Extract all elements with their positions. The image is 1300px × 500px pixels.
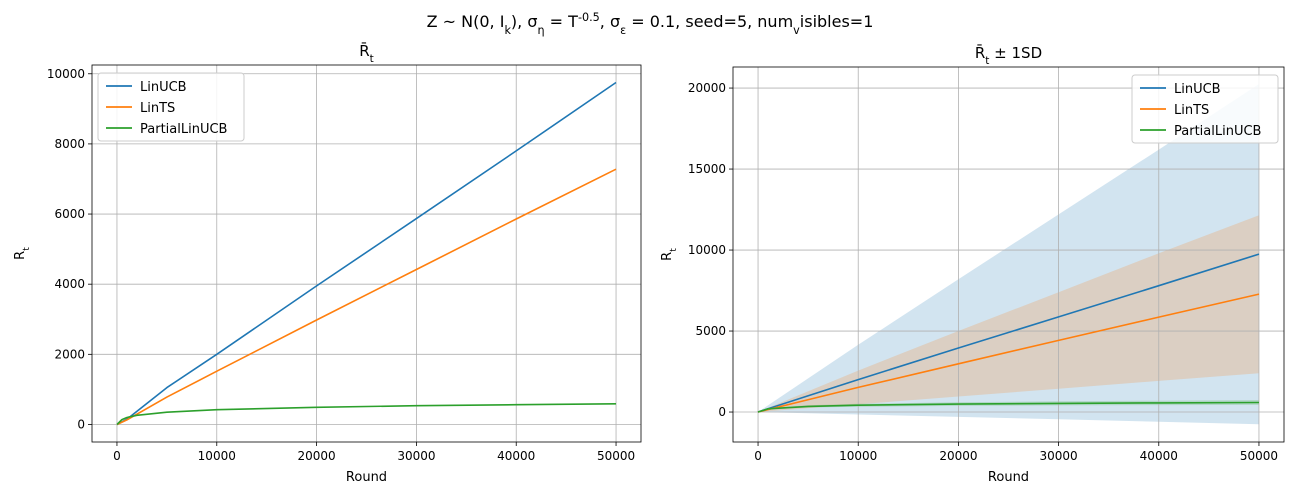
legend-label: PartialLinUCB [140,122,227,137]
legend-label: LinUCB [140,80,187,95]
x-axis-label: Round [346,470,387,485]
y-tick-label: 10000 [688,243,726,257]
x-tick-label: 40000 [497,449,535,463]
y-tick-label: 8000 [54,137,85,151]
y-tick-label: 20000 [688,81,726,95]
chart-cumulative-regret: 0 10000 20000 30000 40000 50000 0 2000 4000 6000 8… [13,41,642,485]
x-tick-label: 0 [754,449,762,463]
axes-frame [91,64,642,443]
series-line-linucb [757,253,1260,413]
x-tick-label: 30000 [1039,449,1077,463]
y-tick-label: 6000 [54,207,85,221]
x-axis-label: Round [988,470,1029,485]
y-tick-label: 2000 [54,347,85,361]
axes-frame [732,66,1285,443]
series-line-partiallinucb [757,401,1260,413]
x-tick-label: 0 [113,449,121,463]
x-tick-label: 40000 [1140,449,1178,463]
legend-label: LinTS [140,101,175,116]
legend: LinUCB LinTS PartialLinUCB [97,72,245,142]
legend: LinUCB LinTS PartialLinUCB [1131,74,1279,144]
x-tick-label: 20000 [297,449,335,463]
legend-box [97,72,245,142]
series-line-partiallinucb [116,403,617,426]
x-tick-label: 20000 [939,449,977,463]
x-tick-label: 10000 [198,449,236,463]
y-tick-label: 4000 [54,277,85,291]
series-line-lints [757,293,1260,413]
y-tick-label: 0 [718,405,726,419]
y-tick-label: 15000 [688,162,726,176]
legend-label: PartialLinUCB [1174,124,1261,139]
series-line-linucb [116,81,617,426]
y-axis-label: Rt [13,247,32,260]
x-tick-label: 50000 [597,449,635,463]
y-tick-label: 0 [77,417,85,431]
band-lints [758,215,1259,412]
x-tick-label: 10000 [839,449,877,463]
x-tick-label: 50000 [1240,449,1278,463]
y-tick-label: 5000 [695,324,726,338]
legend-box [1131,74,1279,144]
legend-label: LinTS [1174,103,1209,118]
y-axis-label: Rt [660,248,679,261]
x-tick-label: 30000 [397,449,435,463]
chart-cumulative-regret-with-sd: 0 10000 20000 30000 40000 50000 0 5000 10000 1500… [660,43,1285,485]
y-tick-label: 10000 [47,67,85,81]
chart-title: R̄t [359,41,374,65]
figure-suptitle: Z ~ N(0, Ik), ση = T-0.5, σε = 0.1, seed… [427,11,874,37]
legend-label: LinUCB [1174,82,1221,97]
chart-title: R̄t ± 1SD [975,43,1042,67]
